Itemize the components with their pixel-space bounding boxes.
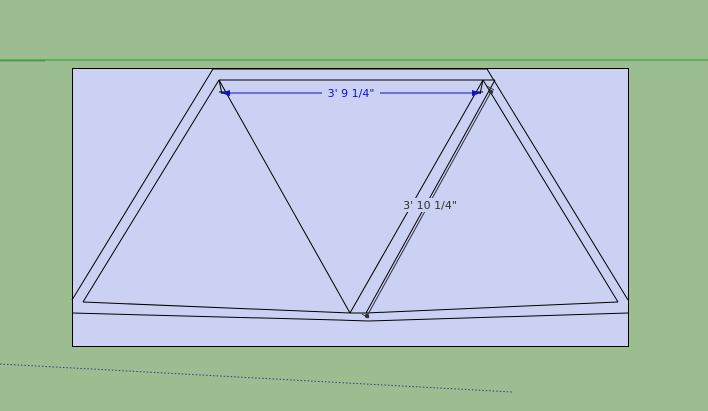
truss-inner-chord[interactable] xyxy=(82,79,619,314)
diagonal-dimension-label[interactable]: 3' 10 1/4" xyxy=(403,199,457,212)
truss-web-members[interactable] xyxy=(218,79,496,314)
blue-dotted-axis xyxy=(0,363,513,393)
dimension-arrow-left-icon xyxy=(221,90,230,96)
dimension-endpoint-bottom-icon xyxy=(364,313,370,319)
truss-outer-frame[interactable] xyxy=(71,68,629,322)
diagonal-dimension[interactable]: 3' 10 1/4" xyxy=(361,85,495,319)
dimension-endpoint-top-icon xyxy=(488,89,494,95)
dimension-arrow-right-icon xyxy=(472,90,481,96)
horizontal-dimension[interactable]: 3' 9 1/4" xyxy=(221,86,481,100)
horizontal-dimension-label[interactable]: 3' 9 1/4" xyxy=(328,87,375,100)
panel-face[interactable] xyxy=(72,68,629,347)
